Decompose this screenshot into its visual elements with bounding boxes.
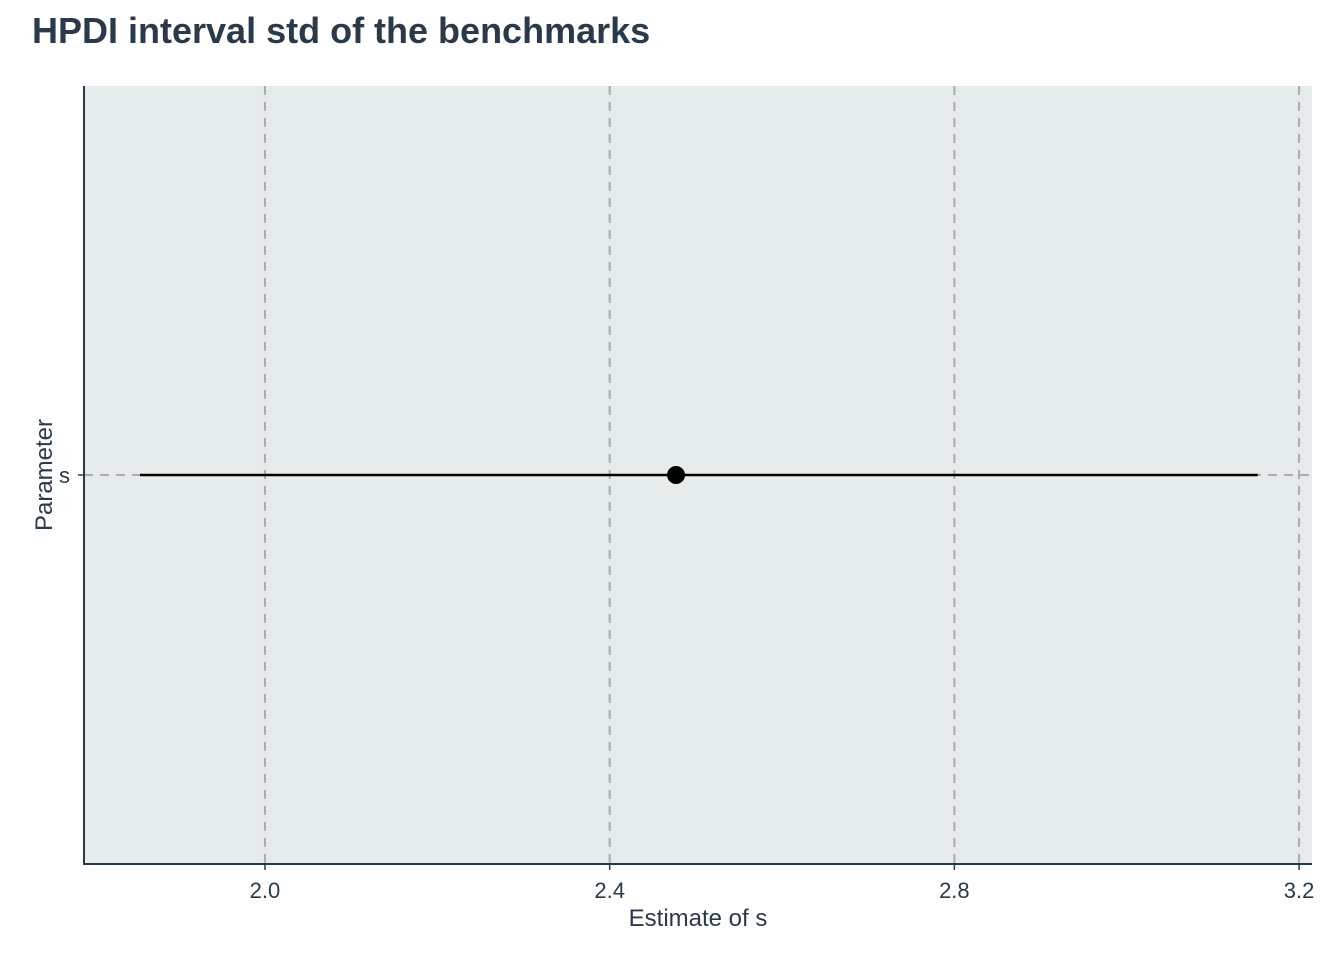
y-axis-label: Parameter (31, 419, 58, 531)
data-marks (140, 466, 1258, 484)
x-tick-label: 3.2 (1284, 878, 1315, 903)
x-tick-label: 2.8 (939, 878, 970, 903)
y-tick-label: s (59, 463, 70, 488)
axis-ticks: 2.0 2.4 2.8 3.2 s (59, 463, 1314, 903)
x-tick-label: 2.0 (250, 878, 281, 903)
x-tick-label: 2.4 (594, 878, 625, 903)
chart-title: HPDI interval std of the benchmarks (32, 10, 650, 51)
point-estimate (667, 466, 686, 484)
x-axis-label: Estimate of s (629, 905, 768, 932)
